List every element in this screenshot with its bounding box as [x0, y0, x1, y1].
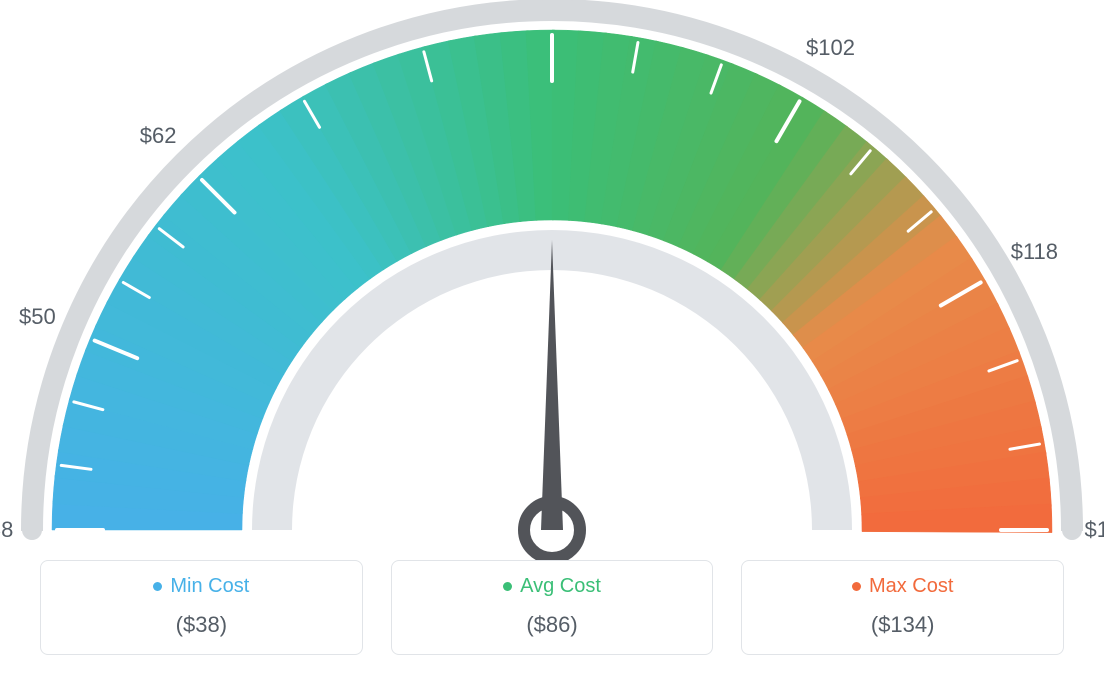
gauge-tick-label: $50	[19, 304, 56, 330]
gauge-tick-label: $62	[140, 123, 177, 149]
min-cost-title: Min Cost	[51, 575, 352, 598]
avg-cost-label: Avg Cost	[520, 575, 601, 597]
max-cost-dot	[852, 582, 861, 591]
avg-cost-dot	[503, 582, 512, 591]
gauge-tick-label: $118	[1011, 239, 1058, 265]
gauge-tick-label: $38	[0, 517, 13, 543]
min-cost-value: ($38)	[51, 612, 352, 638]
min-cost-label: Min Cost	[170, 575, 249, 597]
avg-cost-value: ($86)	[402, 612, 703, 638]
cost-cards: Min Cost ($38) Avg Cost ($86) Max Cost (…	[0, 560, 1104, 655]
max-cost-label: Max Cost	[869, 575, 953, 597]
gauge-chart: $38$50$62$86$102$118$134	[0, 0, 1104, 560]
avg-cost-card: Avg Cost ($86)	[391, 560, 714, 655]
min-cost-dot	[153, 582, 162, 591]
max-cost-value: ($134)	[752, 612, 1053, 638]
gauge-svg	[0, 0, 1104, 560]
max-cost-card: Max Cost ($134)	[741, 560, 1064, 655]
avg-cost-title: Avg Cost	[402, 575, 703, 598]
gauge-tick-label: $102	[806, 35, 855, 61]
max-cost-title: Max Cost	[752, 575, 1053, 598]
min-cost-card: Min Cost ($38)	[40, 560, 363, 655]
gauge-tick-label: $134	[1085, 517, 1104, 543]
